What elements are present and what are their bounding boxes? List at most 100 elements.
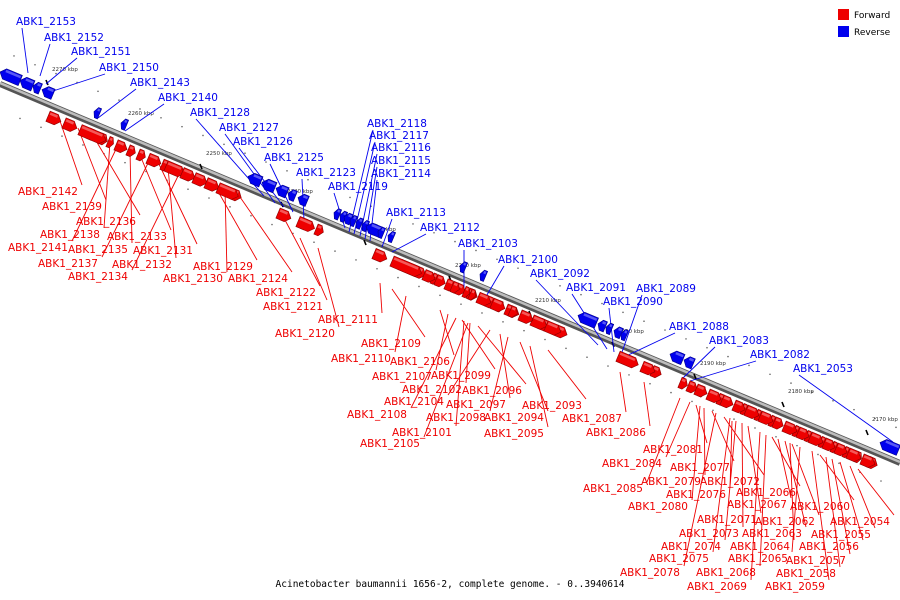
gene-label: ABK1_2092 xyxy=(530,268,590,280)
gene-label: ABK1_2129 xyxy=(193,261,253,273)
spacer-dot xyxy=(208,197,210,199)
gene-label: ABK1_2153 xyxy=(16,16,76,28)
spacer-dot xyxy=(670,391,672,394)
spacer-dot xyxy=(601,302,603,305)
spacer-dot xyxy=(433,231,435,234)
spacer-dot xyxy=(118,99,120,101)
gene-arrow xyxy=(479,269,489,282)
leader-line xyxy=(124,103,165,132)
gene-label: ABK1_2054 xyxy=(830,516,890,528)
spacer-dot xyxy=(397,276,399,279)
leader-line xyxy=(723,416,765,476)
leader-line xyxy=(359,153,378,237)
spacer-dot xyxy=(250,214,252,217)
gene-arrow xyxy=(685,380,698,394)
spacer-dot xyxy=(391,214,393,216)
spacer-dot xyxy=(82,144,84,146)
scale-tick-label: 2200 kbp xyxy=(618,329,644,335)
scale-tick-label: 2210 kbp xyxy=(535,298,561,304)
gene-label: ABK1_2058 xyxy=(776,568,836,580)
gene-label: ABK1_2110 xyxy=(331,353,391,365)
leader-line xyxy=(381,218,393,248)
leader-line xyxy=(77,127,107,201)
leader-line xyxy=(711,410,735,462)
gene-label: ABK1_2076 xyxy=(666,489,726,501)
gene-arrow xyxy=(93,107,103,120)
gene-label: ABK1_2068 xyxy=(696,567,756,579)
gene-label: ABK1_2131 xyxy=(133,245,193,257)
leader-line xyxy=(798,374,894,443)
gene-arrow xyxy=(597,319,608,333)
gene-label: ABK1_2084 xyxy=(602,458,662,470)
leader-line xyxy=(45,57,78,85)
gene-arrow xyxy=(261,178,278,194)
leader-line xyxy=(825,456,841,568)
gene-label: ABK1_2080 xyxy=(628,501,688,513)
gene-label: ABK1_2152 xyxy=(44,32,104,44)
gene-arrow xyxy=(795,426,810,441)
leader-line xyxy=(547,349,587,400)
gene-arrow xyxy=(203,177,220,192)
gene-label: ABK1_2104 xyxy=(384,396,444,408)
leader-line xyxy=(665,401,691,458)
gene-arrow xyxy=(215,182,239,200)
spacer-dot xyxy=(202,134,204,137)
scale-tick-mark xyxy=(781,401,785,408)
gene-arrow xyxy=(191,172,208,187)
leader-line xyxy=(646,397,681,483)
gene-label: ABK1_2133 xyxy=(107,231,167,243)
spacer-dot xyxy=(376,267,378,270)
gene-arrows xyxy=(0,68,900,470)
gene-arrow xyxy=(105,136,114,149)
spacer-dot xyxy=(607,365,609,367)
leader-line xyxy=(39,43,51,77)
spacer-dot xyxy=(40,126,42,129)
spacer-dot xyxy=(454,240,456,243)
gene-arrow xyxy=(349,215,359,228)
gene-label: ABK1_2111 xyxy=(318,314,378,326)
leader-line xyxy=(771,436,801,487)
gene-label: ABK1_2071 xyxy=(697,514,757,526)
spacer-dot xyxy=(418,285,420,288)
gene-arrow xyxy=(179,167,196,182)
leader-line xyxy=(157,161,198,245)
gene-label: ABK1_2077 xyxy=(670,462,730,474)
leader-line xyxy=(747,425,762,514)
leader-line xyxy=(759,434,767,567)
gene-arrow xyxy=(421,269,436,283)
gene-label: ABK1_2089 xyxy=(636,283,696,295)
gene-label: ABK1_2138 xyxy=(40,229,100,241)
leader-line xyxy=(489,336,509,412)
leader-line xyxy=(750,431,761,581)
gene-label: ABK1_2136 xyxy=(76,216,136,228)
gene-arrow xyxy=(771,416,784,430)
gene-label: ABK1_2113 xyxy=(386,207,446,219)
leader-line xyxy=(791,446,801,553)
spacer-dot xyxy=(559,285,561,287)
gene-arrow xyxy=(605,322,615,335)
spacer-dot xyxy=(334,250,336,252)
gene-arrow xyxy=(120,118,130,131)
spacer-dot xyxy=(349,196,351,199)
gene-arrow xyxy=(343,212,354,226)
scale-tick-label: 2260 kbp xyxy=(128,111,154,117)
gene-label: ABK1_2088 xyxy=(669,321,729,333)
gene-label: ABK1_2066 xyxy=(736,487,796,499)
gene-label: ABK1_2060 xyxy=(790,501,850,513)
leader-line xyxy=(729,420,733,489)
gene-label: ABK1_2062 xyxy=(755,516,815,528)
gene-label: ABK1_2142 xyxy=(18,186,78,198)
leader-line xyxy=(21,27,29,74)
leader-line xyxy=(849,465,876,529)
leader-line xyxy=(455,320,465,427)
leader-line xyxy=(103,141,111,229)
spacer-dot xyxy=(643,320,645,322)
scale-tick-label: 2240 kbp xyxy=(287,189,313,195)
gene-arrow xyxy=(433,274,446,288)
gene-label: ABK1_2072 xyxy=(700,476,760,488)
gene-label: ABK1_2116 xyxy=(371,142,431,154)
gene-arrow xyxy=(0,68,23,87)
gene-arrow-reverse xyxy=(333,208,343,221)
gene-label: ABK1_2057 xyxy=(786,555,846,567)
